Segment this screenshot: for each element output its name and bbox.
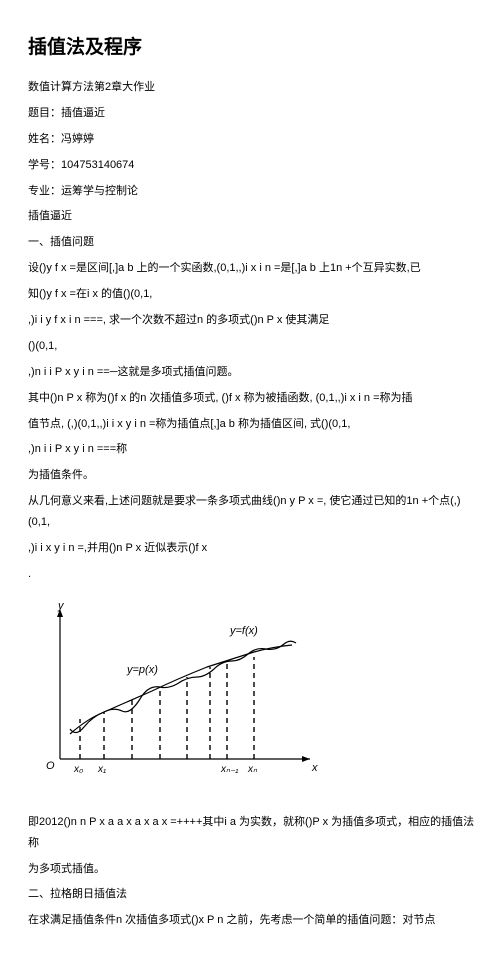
svg-text:xₙ₋₁: xₙ₋₁ <box>220 764 238 775</box>
body-line: 从几何意义来看,上述问题就是要求一条多项式曲线()n y P x =, 使它通过… <box>28 491 476 533</box>
body-line: 知()y f x =在i x 的值()(0,1, <box>28 284 476 305</box>
body-line: ,)i i x y i n =,并用()n P x 近似表示()f x <box>28 538 476 559</box>
body-line: 专业：运筹学与控制论 <box>28 181 476 202</box>
svg-text:y=f(x): y=f(x) <box>229 625 258 637</box>
body-line: 在求满足插值条件n 次插值多项式()x P n 之前，先考虑一个简单的插值问题：… <box>28 910 476 931</box>
body-line: 题目：插值逼近 <box>28 103 476 124</box>
page-title: 插值法及程序 <box>28 32 476 59</box>
body-line: 学号：104753140674 <box>28 155 476 176</box>
svg-text:x₀: x₀ <box>73 764 83 775</box>
interpolation-chart: Oy x y=f(x) y=p(x) x₀ x₁ xₙ₋₁ xₙ <box>28 599 476 794</box>
svg-text:xₙ: xₙ <box>247 764 258 775</box>
body-line: 值节点, (,)(0,1,,)i i x y i n =称为插值点[,]a b … <box>28 414 476 435</box>
body-line: ,)n i i P x y i n ==─这就是多项式插值问题。 <box>28 362 476 383</box>
body-line: ,)n i i P x y i n ===称 <box>28 439 476 460</box>
body-line: 插值逼近 <box>28 206 476 227</box>
body-line: 一、插值问题 <box>28 232 476 253</box>
body-line: . <box>28 564 476 585</box>
body-line: 为多项式插值。 <box>28 859 476 880</box>
svg-text:y: y <box>57 600 65 612</box>
body-line: 设()y f x =是区间[,]a b 上的一个实函数,(0,1,,)i x i… <box>28 258 476 279</box>
body-line: ()(0,1, <box>28 336 476 357</box>
body-line: 二、拉格朗日插值法 <box>28 884 476 905</box>
svg-text:O: O <box>46 760 55 772</box>
body-line: 姓名：冯婷婷 <box>28 129 476 150</box>
svg-text:x: x <box>311 762 318 774</box>
body-line: 即2012()n n P x a a x a x a x =++++其中i a … <box>28 812 476 854</box>
body-line: 其中()n P x 称为()f x 的n 次插值多项式, ()f x 称为被插函… <box>28 388 476 409</box>
svg-text:x₁: x₁ <box>97 764 106 775</box>
body-line: 数值计算方法第2章大作业 <box>28 77 476 98</box>
svg-text:y=p(x): y=p(x) <box>126 664 158 676</box>
body-line: ,)i i y f x i n ===, 求一个次数不超过n 的多项式()n P… <box>28 310 476 331</box>
body-line: 为插值条件。 <box>28 465 476 486</box>
